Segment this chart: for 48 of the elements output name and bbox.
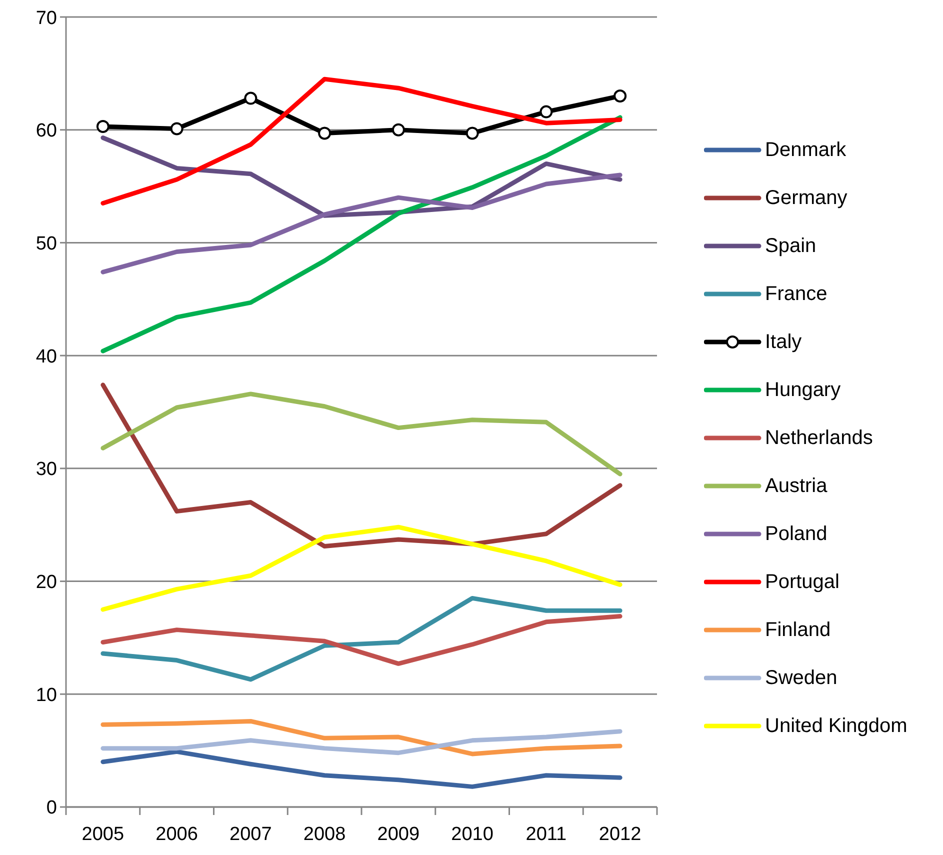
y-tick-label: 60 — [36, 120, 57, 142]
x-tick-label: 2007 — [230, 824, 272, 845]
line-series — [100, 718, 622, 756]
legend-label: Italy — [765, 330, 802, 354]
y-tick-label: 0 — [46, 798, 57, 819]
legend-label: Portugal — [765, 570, 840, 594]
line-series — [100, 172, 622, 274]
x-tick-label: 2006 — [156, 824, 198, 845]
x-tick-label: 2008 — [303, 824, 346, 845]
legend-label: United Kingdom — [765, 714, 908, 738]
legend-label: Sweden — [765, 666, 838, 690]
line-series — [100, 614, 622, 666]
point — [244, 92, 258, 105]
point — [540, 105, 553, 118]
y-tick-label: 50 — [36, 233, 57, 254]
line-series — [100, 596, 622, 682]
legend-label: Poland — [765, 522, 828, 546]
line-series — [100, 729, 622, 756]
legend-label: Finland — [765, 618, 831, 642]
y-tick-label: 30 — [36, 459, 57, 480]
line-series — [100, 524, 622, 612]
y-tick-label: 40 — [36, 346, 57, 368]
point — [96, 120, 110, 133]
line-series — [100, 392, 622, 476]
point — [392, 123, 405, 136]
line-series — [100, 76, 622, 206]
legend-label: Hungary — [765, 378, 841, 402]
legend-label: Denmark — [765, 138, 846, 162]
legend-label: Austria — [765, 474, 828, 498]
point — [318, 126, 332, 140]
line-series — [100, 749, 622, 789]
legend-label: Netherlands — [765, 426, 873, 450]
y-tick-label: 10 — [36, 684, 57, 706]
y-tick-label: 70 — [36, 8, 57, 29]
legend-label: France — [765, 282, 828, 306]
x-tick-label: 2011 — [526, 824, 567, 845]
line-series — [100, 382, 622, 549]
line-series — [100, 115, 622, 354]
y-tick-label: 20 — [36, 572, 57, 594]
point — [614, 90, 627, 102]
point — [170, 122, 184, 136]
point — [466, 126, 479, 140]
x-tick-label: 2012 — [598, 824, 642, 845]
x-tick-label: 2010 — [451, 824, 494, 845]
legend-label: Spain — [765, 234, 816, 258]
x-tick-label: 2009 — [377, 824, 420, 845]
x-tick-label: 2005 — [82, 824, 124, 845]
legend-label: Germany — [765, 186, 848, 210]
